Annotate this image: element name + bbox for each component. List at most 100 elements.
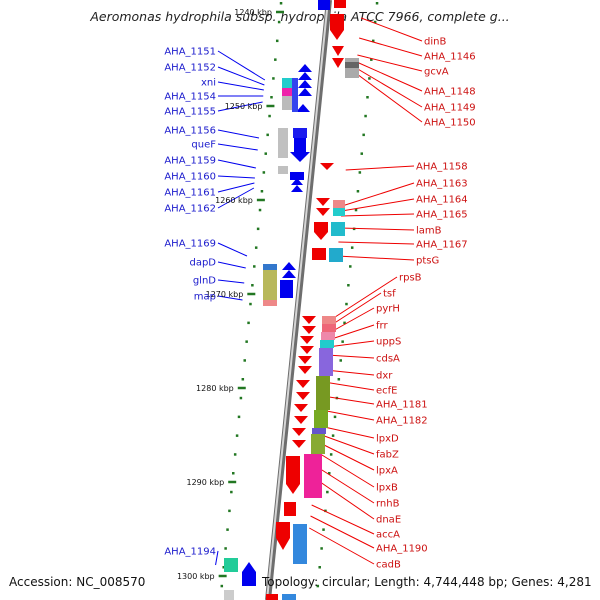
leader-line (217, 279, 245, 284)
tick-dot (331, 434, 335, 437)
kbp-scale-labels: 1240 kbp 1250 kbp 1260 kbp 1270 kbp 1280 kbp… (177, 8, 284, 581)
accession-text: Accession: NC_008570 (9, 575, 146, 589)
tick-dot (349, 265, 352, 268)
gene-label-forward: AHA_1152 (164, 63, 216, 74)
tick-dot (235, 434, 239, 437)
tick-dot (251, 284, 254, 287)
leader-line (217, 182, 255, 193)
label-leader-lines (215, 17, 423, 566)
tick-dot (368, 77, 371, 80)
leader-line (314, 477, 375, 520)
gene-label-forward: AHA_1169 (164, 239, 216, 250)
tick-dot (320, 547, 323, 550)
gene-label-reverse: AHA_1148 (424, 87, 476, 98)
tick-dot (256, 227, 260, 231)
gene-label-forward: xni (201, 78, 216, 89)
tick-dot (341, 340, 344, 343)
leader-line (326, 354, 375, 359)
tick-dot (337, 378, 341, 381)
gene-label-reverse: dinB (424, 37, 446, 48)
kbp-label: 1270 kbp (206, 290, 244, 299)
leader-line (341, 198, 415, 212)
gene-label-forward: map (194, 292, 216, 303)
gene-label-reverse: cadB (376, 560, 401, 571)
gene-label-reverse: AHA_1164 (416, 195, 468, 206)
leader-line (355, 72, 423, 123)
gene-label-reverse: AHA_1190 (376, 544, 428, 555)
gene-label-reverse: gcvA (424, 67, 449, 78)
tick-dot (279, 2, 283, 5)
leader-line (356, 61, 423, 92)
leader-line (339, 227, 415, 231)
leader-line (360, 17, 423, 42)
tick-dot (262, 171, 266, 174)
kbp-label: 1300 kbp (177, 572, 215, 581)
kbp-label: 1280 kbp (196, 384, 234, 393)
leader-line (311, 504, 375, 535)
tick-dot (350, 246, 354, 249)
leader-line (217, 261, 246, 269)
gene-label-forward: AHA_1194 (164, 547, 216, 558)
gene-label-reverse: rnhB (376, 499, 400, 510)
reverse-gene-labels: dinB AHA_1146 gcvA AHA_1148 AHA_1149 AHA_1150… (376, 37, 476, 571)
leader-line (358, 37, 423, 57)
leader-line (316, 451, 375, 488)
leader-line (319, 425, 375, 439)
kbp-label: 1250 kbp (225, 102, 263, 111)
gene-label-reverse: fabZ (376, 450, 399, 461)
leader-line (328, 307, 375, 334)
gene-label-reverse: AHA_1163 (416, 179, 468, 190)
gene-label-forward: AHA_1151 (164, 47, 216, 58)
tick-dot (264, 152, 268, 155)
tick-dot (243, 359, 246, 362)
tick-dot (249, 302, 252, 306)
leader-line (217, 101, 263, 112)
leader-line (357, 54, 423, 72)
gene-label-reverse: AHA_1158 (416, 162, 468, 173)
gene-label-forward: AHA_1161 (164, 188, 216, 199)
leader-line (322, 395, 375, 405)
gene-label-reverse: rpsB (399, 273, 422, 284)
gene-label-reverse: lamB (416, 226, 442, 237)
tick-dot (254, 246, 258, 249)
leader-line (310, 515, 375, 549)
gene-label-reverse: lpxD (376, 434, 399, 445)
kbp-label: 1260 kbp (215, 196, 253, 205)
leader-line (345, 165, 415, 171)
tick-dot (277, 20, 281, 24)
gene-label-forward: AHA_1162 (164, 204, 216, 215)
tick-dot (324, 509, 327, 513)
tick-dot (228, 509, 231, 513)
tick-dot (371, 39, 375, 43)
gene-label-forward: glnD (193, 276, 216, 287)
leader-line (217, 81, 264, 91)
leader-line (328, 324, 375, 341)
gene-label-forward: queF (191, 140, 216, 151)
tick-dot (275, 39, 279, 43)
tick-dot (354, 208, 358, 212)
kbp-label: 1240 kbp (234, 8, 272, 17)
leader-line (217, 187, 255, 209)
tick-dot (230, 490, 233, 494)
gene-label-reverse: uppS (376, 337, 401, 348)
tick-dot (232, 472, 235, 475)
tick-dot (322, 528, 325, 531)
gene-label-forward: dapD (189, 258, 216, 269)
leader-line (324, 381, 375, 391)
gene-label-reverse: AHA_1149 (424, 103, 476, 114)
tick-dot (375, 2, 379, 5)
leader-line (338, 241, 415, 245)
map-title: Aeromonas hydrophila subsp. hydrophila A… (90, 9, 510, 24)
gene-label-reverse: frr (376, 321, 388, 332)
tick-dot (328, 472, 331, 475)
leader-line (309, 527, 375, 565)
tick-dot (222, 566, 225, 569)
tick-dot (370, 58, 373, 61)
leader-line (325, 369, 375, 376)
gene-label-reverse: AHA_1146 (424, 52, 476, 63)
tick-dot (260, 190, 264, 193)
tick-dot (245, 340, 248, 343)
tick-dot (326, 490, 329, 494)
leader-line (341, 213, 415, 217)
